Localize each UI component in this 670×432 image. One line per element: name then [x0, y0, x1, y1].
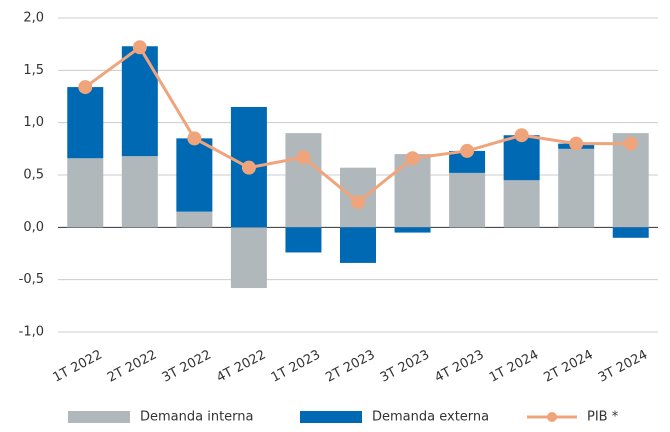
- bar: [503, 135, 540, 181]
- point: [241, 160, 256, 175]
- bar: [121, 46, 158, 157]
- point: [78, 80, 93, 95]
- point: [405, 151, 420, 166]
- y-tick-label: 2,0: [23, 11, 44, 26]
- y-tick-label: 0,0: [23, 220, 44, 235]
- point: [132, 40, 147, 55]
- point: [351, 195, 365, 210]
- y-tick-label: 0,5: [23, 168, 44, 183]
- x-tick-label: 1T 2024: [487, 347, 541, 385]
- legend-label: Demanda interna: [140, 410, 254, 425]
- bar: [121, 156, 158, 228]
- x-tick-label: 4T 2022: [214, 347, 268, 385]
- bar: [449, 150, 486, 173]
- bar: [449, 172, 486, 228]
- x-tick-label: 3T 2022: [160, 347, 214, 385]
- bar: [285, 227, 322, 253]
- bar: [230, 227, 267, 289]
- bar: [285, 133, 322, 228]
- point: [460, 143, 475, 158]
- bar: [503, 180, 540, 228]
- bar: [67, 158, 104, 228]
- bar: [340, 227, 376, 263]
- bar: [612, 227, 649, 238]
- legend-swatch: [68, 411, 130, 423]
- legend-label: PIB *: [587, 410, 619, 425]
- x-tick-label: 2T 2023: [323, 347, 377, 385]
- point: [187, 131, 202, 146]
- x-tick-label: 3T 2023: [378, 347, 432, 385]
- legend-swatch: [547, 412, 557, 422]
- point: [296, 150, 311, 165]
- y-tick-label: -0,5: [19, 272, 44, 287]
- bar: [176, 138, 213, 212]
- x-tick-label: 4T 2023: [432, 347, 486, 385]
- legend-label: Demanda externa: [372, 410, 489, 425]
- point: [569, 136, 584, 151]
- x-tick-label: 1T 2023: [269, 347, 323, 385]
- legend-swatch: [300, 411, 362, 423]
- bar: [394, 227, 431, 233]
- x-tick-label: 2T 2022: [105, 347, 159, 385]
- point: [514, 128, 529, 143]
- x-tick-label: 1T 2022: [51, 347, 105, 385]
- y-tick-label: 1,5: [23, 63, 44, 78]
- bar: [558, 148, 595, 228]
- bar: [67, 87, 104, 159]
- x-tick-label: 3T 2024: [596, 347, 650, 385]
- point: [623, 136, 638, 151]
- x-tick-label: 2T 2024: [541, 347, 595, 385]
- bar: [176, 211, 213, 228]
- y-tick-label: 1,0: [23, 115, 44, 130]
- y-tick-label: -1,0: [19, 325, 44, 340]
